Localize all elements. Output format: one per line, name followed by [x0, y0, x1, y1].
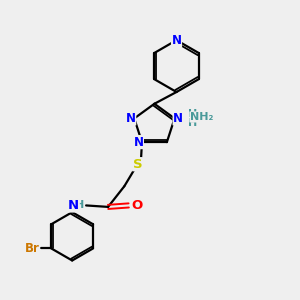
Text: N: N — [172, 34, 182, 47]
Text: N: N — [134, 136, 143, 148]
Text: N: N — [126, 112, 136, 125]
Text: N: N — [173, 112, 183, 125]
Text: NH₂: NH₂ — [190, 112, 213, 122]
Text: S: S — [133, 158, 142, 171]
Text: O: O — [131, 199, 142, 212]
Text: H: H — [75, 200, 85, 210]
Text: H: H — [188, 118, 197, 128]
Text: Br: Br — [25, 242, 40, 255]
Text: N: N — [68, 199, 79, 212]
Text: H: H — [188, 109, 197, 119]
